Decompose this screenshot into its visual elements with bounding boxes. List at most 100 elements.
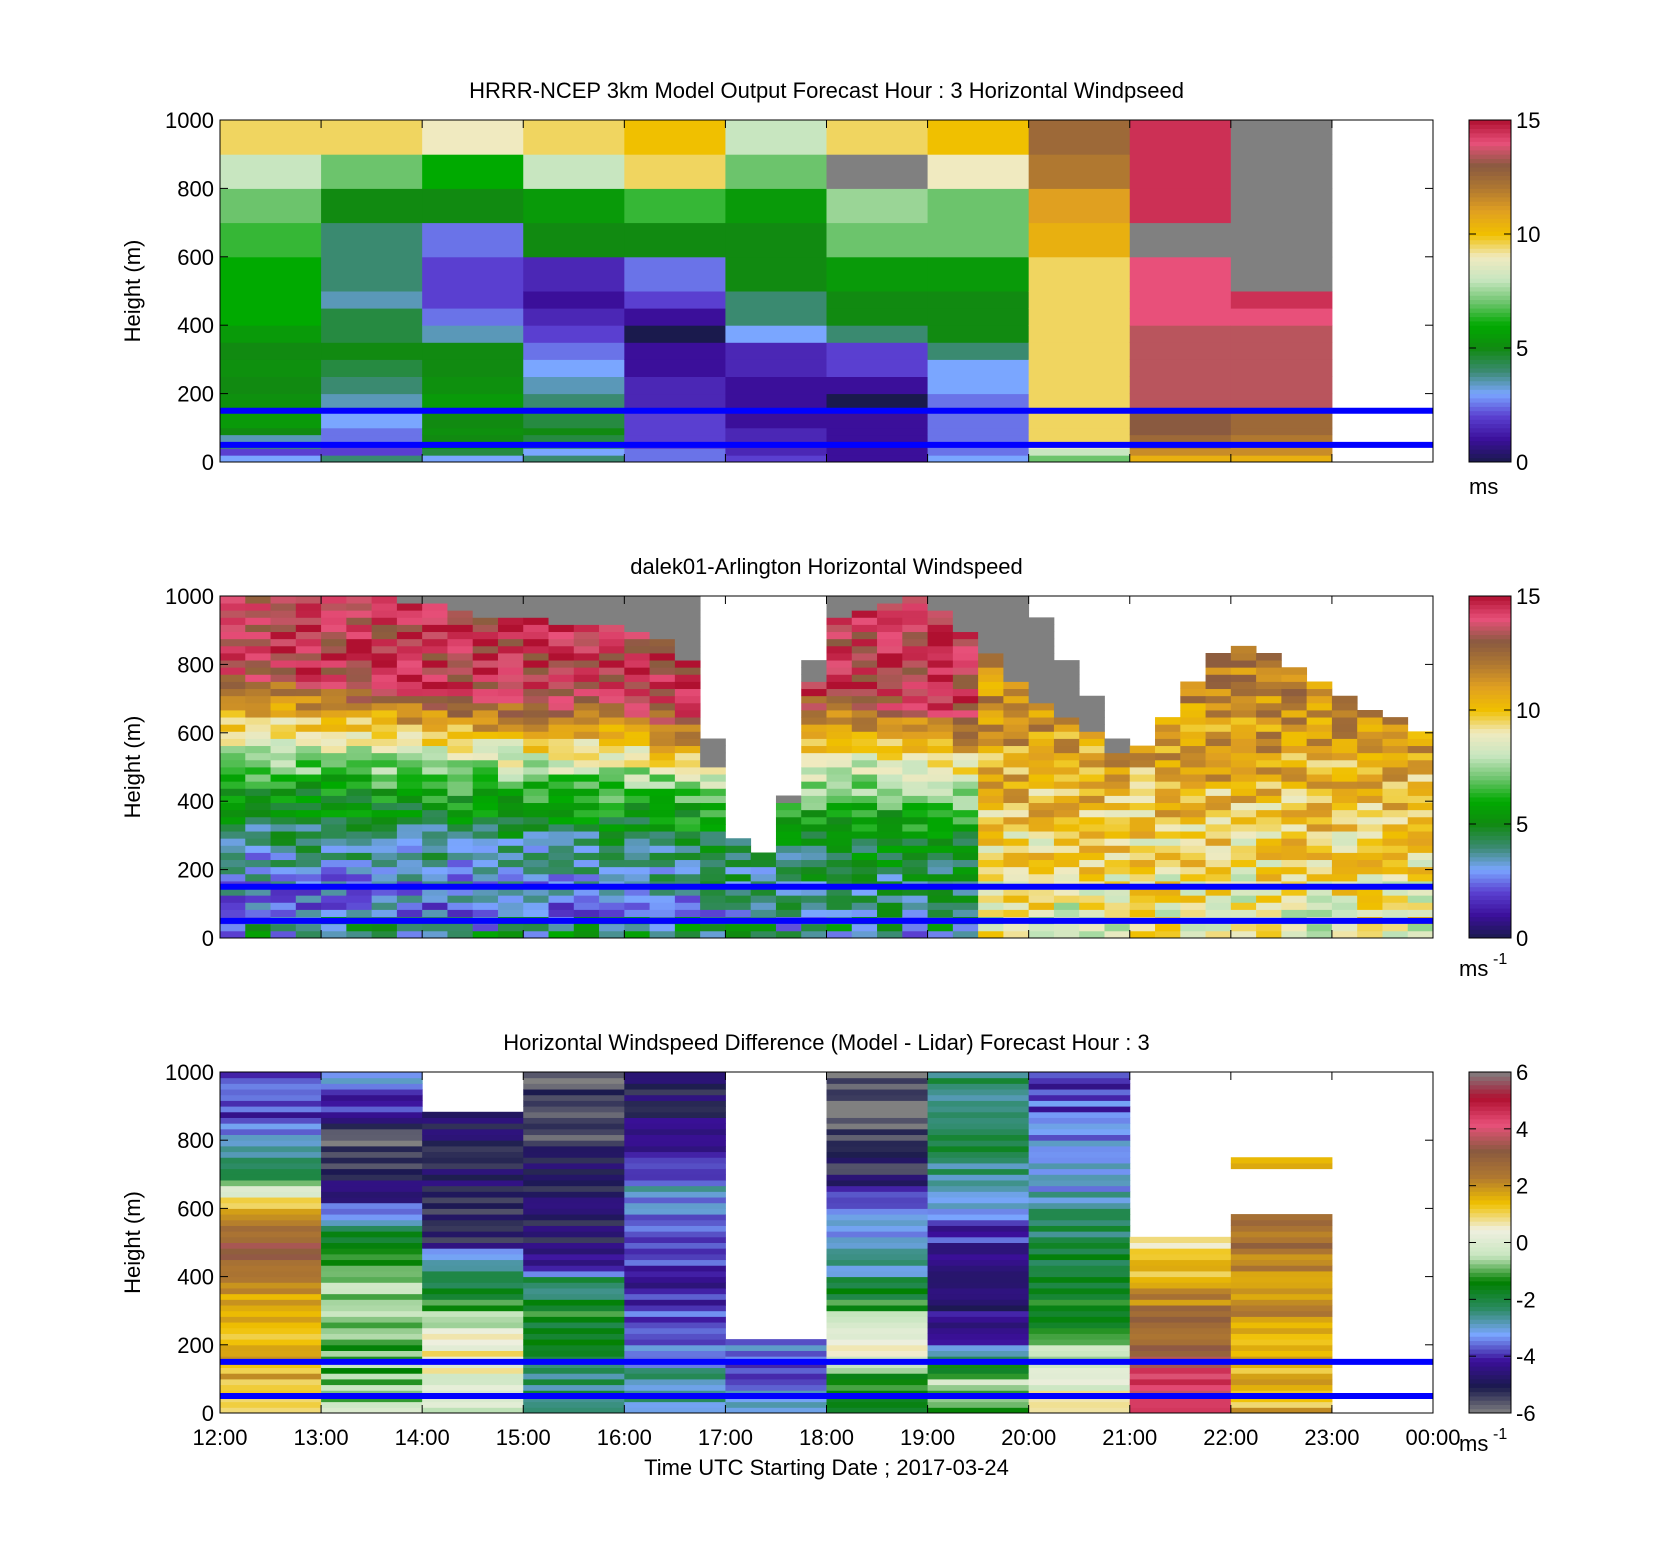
colorbar-swatch [1469, 1114, 1511, 1120]
heatmap-cell [1003, 653, 1030, 661]
heatmap-cell [927, 376, 1030, 395]
heatmap-cell [851, 667, 878, 675]
heatmap-cell [978, 745, 1004, 754]
heatmap-cell [1028, 188, 1131, 224]
heatmap-cell [220, 1106, 322, 1113]
heatmap-cell [1129, 1276, 1232, 1283]
heatmap-cell [1230, 393, 1333, 412]
heatmap-cell [1230, 1236, 1333, 1243]
heatmap-cell [927, 767, 954, 775]
heatmap-cell [851, 731, 878, 739]
heatmap-cell [1129, 1327, 1232, 1334]
colorbar-swatch [1469, 852, 1511, 858]
heatmap-cell [1407, 767, 1433, 775]
heatmap-cell [1028, 1407, 1131, 1413]
heatmap-cell [472, 873, 499, 882]
heatmap-cell [447, 724, 474, 732]
heatmap-cell [750, 888, 777, 896]
heatmap-cell [1028, 1378, 1131, 1386]
heatmap-cell [952, 888, 979, 896]
heatmap-cell [1028, 1145, 1131, 1153]
heatmap-cell [952, 852, 979, 861]
heatmap-cell [422, 1339, 524, 1346]
y-axis-label: Height (m) [120, 240, 145, 343]
heatmap-cell [674, 816, 701, 825]
heatmap-cell [599, 795, 625, 804]
heatmap-cell [548, 866, 575, 875]
heatmap-cell [978, 767, 1004, 775]
heatmap-cell [295, 831, 322, 839]
heatmap-cell [447, 795, 474, 804]
heatmap-cell [295, 638, 322, 647]
heatmap-cell [295, 596, 322, 604]
heatmap-cell [624, 291, 726, 309]
heatmap-cell [1079, 745, 1105, 754]
heatmap-cell [1028, 1168, 1131, 1175]
heatmap-cell [270, 745, 297, 754]
heatmap-cell [396, 866, 423, 875]
heatmap-cell [321, 120, 423, 155]
heatmap-cell [371, 845, 398, 853]
heatmap-cell [371, 731, 398, 739]
heatmap-cell [396, 745, 423, 754]
heatmap-cell [523, 767, 549, 775]
colorbar-swatch [1469, 295, 1511, 301]
heatmap-cell [1256, 824, 1282, 832]
heatmap-cell [649, 788, 676, 796]
heatmap-cell [1053, 888, 1080, 896]
heatmap-cell [649, 752, 676, 761]
heatmap-cell [1230, 1214, 1333, 1221]
heatmap-cell [826, 1253, 929, 1261]
heatmap-cell [927, 873, 954, 882]
heatmap-cell [624, 1259, 726, 1266]
heatmap-cell [902, 653, 928, 661]
colorbar-tick-label: 15 [1516, 584, 1540, 609]
heatmap-cell [422, 1293, 524, 1300]
heatmap-cell [1281, 930, 1308, 938]
heatmap-cell [1079, 788, 1105, 796]
heatmap-cell [321, 1248, 423, 1255]
heatmap-cell [1331, 724, 1358, 732]
y-tick-label: 200 [177, 1333, 214, 1358]
y-tick-label: 0 [202, 1401, 214, 1426]
heatmap-cell [927, 1407, 1030, 1413]
heatmap-cell [346, 923, 373, 932]
heatmap-cell [245, 653, 271, 661]
heatmap-cell [1155, 774, 1181, 782]
heatmap-cell [1230, 845, 1257, 853]
heatmap-cell [1205, 731, 1232, 739]
heatmap-cell [1331, 845, 1358, 853]
heatmap-cell [270, 702, 297, 711]
heatmap-cell [422, 1162, 524, 1170]
heatmap-cell [321, 852, 347, 861]
heatmap-cell [220, 1361, 322, 1369]
heatmap-cell [1256, 930, 1282, 938]
heatmap-cell [548, 738, 575, 747]
heatmap-cell [346, 674, 373, 682]
heatmap-cell [1129, 831, 1156, 839]
heatmap-cell [321, 1236, 423, 1243]
colorbar-swatch [1469, 282, 1511, 288]
x-tick-label: 22:00 [1203, 1425, 1258, 1450]
y-tick-label: 400 [177, 313, 214, 338]
colorbar-swatch [1469, 423, 1511, 429]
heatmap-cell [826, 434, 929, 442]
heatmap-cell [371, 788, 398, 796]
heatmap-cell [548, 617, 575, 625]
heatmap-cell [321, 1083, 423, 1090]
heatmap-cell [927, 410, 1030, 429]
heatmap-cell [295, 667, 322, 675]
heatmap-cell [220, 1191, 322, 1198]
heatmap-cell [1230, 1253, 1333, 1261]
heatmap-cell [599, 638, 625, 647]
heatmap-cell [422, 831, 448, 839]
heatmap-cell [952, 631, 979, 640]
heatmap-cell [1003, 681, 1030, 690]
heatmap-cell [1180, 809, 1206, 818]
heatmap-cell [1382, 724, 1409, 732]
heatmap-cell [1079, 752, 1105, 761]
heatmap-cell [371, 674, 398, 682]
heatmap-cell [295, 795, 322, 804]
heatmap-cell [497, 638, 524, 647]
